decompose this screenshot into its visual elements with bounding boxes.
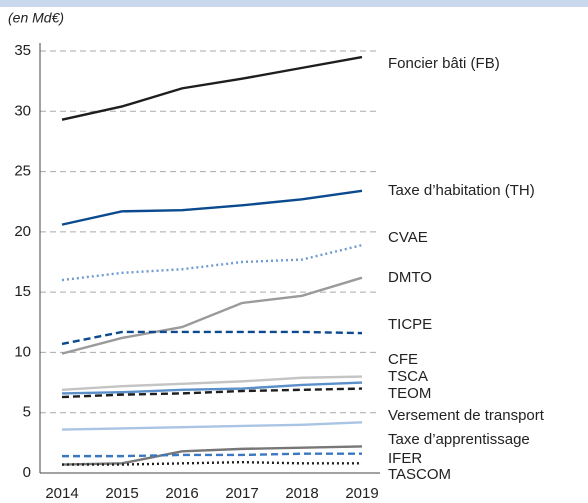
series-label: CFE bbox=[388, 351, 418, 368]
y-tick-label: 0 bbox=[23, 464, 31, 481]
y-tick-label: 10 bbox=[14, 343, 31, 360]
series-label: Taxe d’habitation (TH) bbox=[388, 182, 535, 199]
series-label: TICPE bbox=[388, 316, 432, 333]
series-label: IFER bbox=[388, 450, 422, 467]
x-tick-label: 2016 bbox=[165, 485, 198, 502]
x-tick-label: 2019 bbox=[345, 485, 378, 502]
x-tick-label: 2014 bbox=[45, 485, 78, 502]
series-label: TASCOM bbox=[388, 466, 451, 483]
y-tick-label: 35 bbox=[14, 42, 31, 59]
series-label: DMTO bbox=[388, 269, 432, 286]
series-label: Foncier bâti (FB) bbox=[388, 55, 500, 72]
series-line bbox=[61, 381, 363, 395]
y-tick-label: 5 bbox=[23, 404, 31, 421]
series-line bbox=[61, 330, 363, 346]
top-band bbox=[0, 0, 588, 7]
x-tick-label: 2017 bbox=[225, 485, 258, 502]
series-label: Versement de transport bbox=[388, 407, 545, 424]
series-line bbox=[62, 452, 362, 458]
series-label: CVAE bbox=[388, 229, 428, 246]
x-tick-label: 2015 bbox=[105, 485, 138, 502]
series-label: Taxe d’apprentissage bbox=[388, 431, 530, 448]
y-tick-label: 25 bbox=[14, 163, 31, 180]
series-line bbox=[61, 387, 363, 399]
y-tick-label: 15 bbox=[14, 283, 31, 300]
series-line bbox=[61, 375, 363, 392]
series-line bbox=[61, 55, 363, 121]
series-label: TEOM bbox=[388, 385, 431, 402]
series-line bbox=[61, 189, 363, 226]
series-line bbox=[61, 243, 363, 282]
x-tick-label: 2018 bbox=[285, 485, 318, 502]
series-label: TSCA bbox=[388, 368, 428, 385]
series-line bbox=[62, 460, 362, 466]
y-tick-label: 20 bbox=[14, 223, 31, 240]
y-tick-label: 30 bbox=[14, 102, 31, 119]
unit-label: (en Md€) bbox=[8, 10, 64, 26]
series-line bbox=[61, 421, 363, 431]
series-line bbox=[61, 276, 363, 355]
